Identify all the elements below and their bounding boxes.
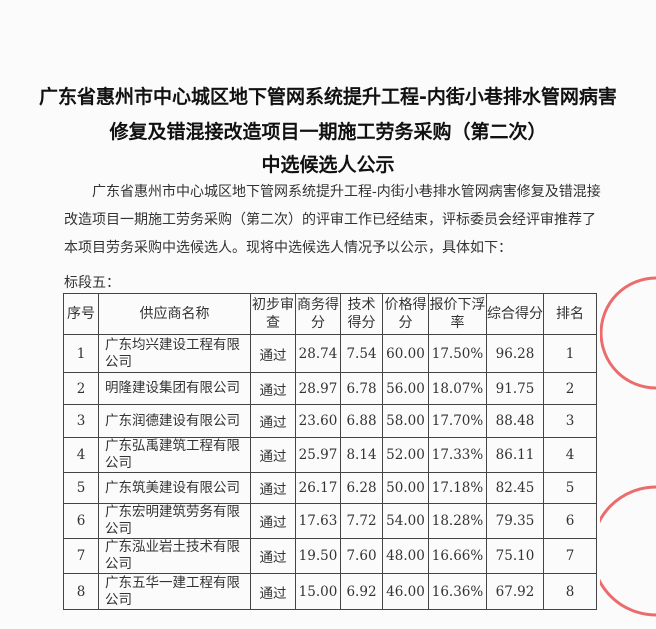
company-seal-1	[600, 276, 656, 390]
table-cell: 广东润德建设有限公司	[98, 404, 251, 438]
table-cell: 通过	[250, 538, 296, 574]
table-cell: 25.97	[295, 437, 341, 473]
table-cell: 通过	[250, 472, 296, 504]
table-cell: 17.63	[295, 503, 341, 539]
title-line-3: 中选候选人公示	[261, 154, 395, 176]
table-cell: 67.92	[486, 573, 544, 610]
table-cell: 2	[63, 372, 99, 405]
column-header: 供应商名称	[98, 293, 251, 335]
table-cell: 6	[543, 503, 597, 539]
candidate-table: 序号 供应商名称 初步审查 商务得分 技术得分 价格得分 报价下浮率 综合得分 排名 1 广东均兴…	[63, 293, 597, 610]
table-cell: 5	[543, 472, 597, 504]
table-cell: 60.00	[382, 334, 429, 373]
table-cell: 通过	[250, 437, 296, 473]
table-cell: 19.50	[295, 538, 341, 574]
table-cell: 6.28	[340, 472, 383, 504]
table-cell: 86.11	[486, 437, 544, 473]
table-cell: 8	[63, 573, 99, 610]
column-header: 商务得分	[295, 293, 341, 335]
table-cell: 广东泓业岩土技术有限公司	[98, 538, 251, 574]
table-cell: 1	[63, 334, 99, 373]
table-row: 6 广东宏明建筑劳务有限公司 通过 17.63 7.72 54.00 18.28% 79.35…	[63, 503, 597, 539]
table-cell: 88.48	[486, 404, 544, 438]
table-cell: 广东筑美建设有限公司	[98, 472, 251, 504]
title-line-2: 修复及错混接改造项目一期施工劳务采购（第二次）	[109, 121, 547, 143]
table-cell: 1	[543, 334, 597, 373]
table-cell: 3	[543, 404, 597, 438]
table-cell: 7	[63, 538, 99, 574]
table-cell: 15.00	[295, 573, 341, 610]
table-cell: 通过	[250, 573, 296, 610]
table-cell: 28.74	[295, 334, 341, 373]
company-seal-2	[600, 485, 656, 617]
table-cell: 23.60	[295, 404, 341, 438]
table-cell: 6	[63, 503, 99, 539]
table-cell: 56.00	[382, 372, 429, 405]
table-row: 8 广东五华一建工程有限公司 通过 15.00 6.92 46.00 16.36% 67.92…	[63, 573, 597, 610]
table-cell: 4	[543, 437, 597, 473]
table-cell: 广东均兴建设工程有限公司	[98, 334, 251, 373]
seals-layer	[600, 276, 656, 617]
table-cell: 54.00	[382, 503, 429, 539]
table-cell: 17.18%	[428, 472, 487, 504]
table-cell: 4	[63, 437, 99, 473]
table-cell: 明隆建设集团有限公司	[98, 372, 251, 405]
table-cell: 8.14	[340, 437, 383, 473]
column-header: 序号	[63, 293, 99, 335]
table-cell: 58.00	[382, 404, 429, 438]
table-cell: 28.97	[295, 372, 341, 405]
table-cell: 7	[543, 538, 597, 574]
table-cell: 96.28	[486, 334, 544, 373]
table-row: 5 广东筑美建设有限公司 通过 26.17 6.28 50.00 17.18% 82.45 5	[63, 472, 597, 504]
table-row: 3 广东润德建设有限公司 通过 23.60 6.88 58.00 17.70% 88.48 3	[63, 404, 597, 438]
table-row: 1 广东均兴建设工程有限公司 通过 28.74 7.54 60.00 17.50% 96.28…	[63, 334, 597, 373]
table-cell: 8	[543, 573, 597, 610]
table-cell: 52.00	[382, 437, 429, 473]
table-cell: 17.70%	[428, 404, 487, 438]
section-label: 标段五：	[64, 275, 120, 291]
intro-paragraph: 广东省惠州市中心城区地下管网系统提升工程-内街小巷排水管网病害修复及错混接改造项…	[64, 184, 601, 256]
table-cell: 17.33%	[428, 437, 487, 473]
table-cell: 79.35	[486, 503, 544, 539]
table-cell: 6.78	[340, 372, 383, 405]
table-cell: 7.54	[340, 334, 383, 373]
table-cell: 16.66%	[428, 538, 487, 574]
table-cell: 17.50%	[428, 334, 487, 373]
column-header: 初步审查	[250, 293, 296, 335]
table-cell: 18.07%	[428, 372, 487, 405]
table-cell: 3	[63, 404, 99, 438]
table-row: 2 明隆建设集团有限公司 通过 28.97 6.78 56.00 18.07% 91.75 2	[63, 372, 597, 405]
table-cell: 6.88	[340, 404, 383, 438]
column-header: 技术得分	[340, 293, 383, 335]
table-cell: 通过	[250, 404, 296, 438]
table-cell: 6.92	[340, 573, 383, 610]
table-cell: 48.00	[382, 538, 429, 574]
table-cell: 广东五华一建工程有限公司	[98, 573, 251, 610]
table-cell: 82.45	[486, 472, 544, 504]
table-cell: 18.28%	[428, 503, 487, 539]
table-cell: 26.17	[295, 472, 341, 504]
table-row: 7 广东泓业岩土技术有限公司 通过 19.50 7.60 48.00 16.66% 75.10…	[63, 538, 597, 574]
table-cell: 通过	[250, 334, 296, 373]
column-header: 综合得分	[486, 293, 544, 335]
column-header: 价格得分	[382, 293, 429, 335]
table-cell: 广东宏明建筑劳务有限公司	[98, 503, 251, 539]
table-cell: 91.75	[486, 372, 544, 405]
table-cell: 46.00	[382, 573, 429, 610]
table-cell: 7.60	[340, 538, 383, 574]
title-line-1: 广东省惠州市中心城区地下管网系统提升工程-内街小巷排水管网病害	[39, 86, 617, 108]
table-cell: 通过	[250, 372, 296, 405]
table-cell: 2	[543, 372, 597, 405]
table-cell: 50.00	[382, 472, 429, 504]
table-cell: 5	[63, 472, 99, 504]
column-header: 报价下浮率	[428, 293, 487, 335]
table-cell: 75.10	[486, 538, 544, 574]
table-row: 4 广东弘禹建筑工程有限公司 通过 25.97 8.14 52.00 17.33% 86.11…	[63, 437, 597, 473]
table-cell: 7.72	[340, 503, 383, 539]
table-cell: 通过	[250, 503, 296, 539]
table-cell: 16.36%	[428, 573, 487, 610]
column-header: 排名	[543, 293, 597, 335]
table-cell: 广东弘禹建筑工程有限公司	[98, 437, 251, 473]
